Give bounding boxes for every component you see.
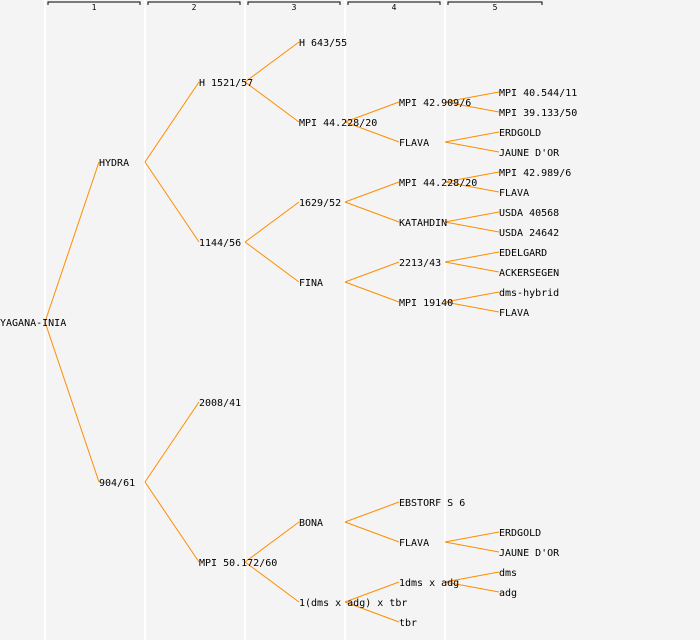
pedigree-node[interactable]: MPI 44.228/20 (299, 118, 377, 129)
pedigree-node[interactable]: USDA 40568 (499, 208, 559, 219)
connector-line (344, 501, 400, 523)
connector-line (144, 81, 200, 163)
connector-line (344, 261, 400, 283)
pedigree-node[interactable]: BONA (299, 518, 323, 529)
connector-line (344, 181, 400, 203)
connector-line (144, 401, 200, 483)
connector-line (444, 571, 500, 583)
pedigree-node[interactable]: dms-hybrid (499, 288, 559, 299)
pedigree-node[interactable]: 1629/52 (299, 198, 341, 209)
connector-lines (44, 41, 500, 623)
connector-line (44, 321, 100, 483)
pedigree-node[interactable]: FLAVA (399, 138, 429, 149)
connector-line (344, 281, 400, 303)
pedigree-node[interactable]: ERDGOLD (499, 128, 541, 139)
connector-line (344, 101, 400, 123)
connector-line (444, 581, 500, 593)
pedigree-node[interactable]: 1dms x adg (399, 578, 459, 589)
connector-line (144, 481, 200, 563)
pedigree-node[interactable]: ACKERSEGEN (499, 268, 559, 279)
pedigree-node[interactable]: H 1521/57 (199, 78, 253, 89)
connector-line (444, 221, 500, 233)
connector-line (444, 531, 500, 543)
connector-line (344, 601, 400, 623)
pedigree-node[interactable]: FLAVA (399, 538, 429, 549)
column-header: 2 (192, 3, 197, 12)
pedigree-node[interactable]: FLAVA (499, 308, 529, 319)
connector-line (344, 201, 400, 223)
pedigree-node[interactable]: USDA 24642 (499, 228, 559, 239)
pedigree-node[interactable]: JAUNE D'OR (499, 548, 560, 559)
pedigree-node[interactable]: MPI 44.228/20 (399, 178, 477, 189)
pedigree-node[interactable]: MPI 50.172/60 (199, 558, 277, 569)
connector-line (344, 521, 400, 543)
connector-line (244, 81, 300, 123)
connector-line (444, 181, 500, 193)
column-header: 4 (392, 3, 397, 12)
pedigree-node[interactable]: EDELGARD (499, 248, 547, 259)
connector-line (444, 211, 500, 223)
connector-line (444, 261, 500, 273)
pedigree-node[interactable]: MPI 19140 (399, 298, 453, 309)
connector-line (244, 241, 300, 283)
pedigree-node[interactable]: FLAVA (499, 188, 529, 199)
pedigree-node[interactable]: 2008/41 (199, 398, 241, 409)
pedigree-node[interactable]: 1144/56 (199, 238, 241, 249)
pedigree-node[interactable]: H 643/55 (299, 38, 347, 49)
connector-line (444, 251, 500, 263)
connector-line (444, 141, 500, 153)
connector-line (444, 91, 500, 103)
column-header: 3 (292, 3, 297, 12)
column-bracket (447, 1, 543, 5)
column-header: 1 (92, 3, 97, 12)
pedigree-node[interactable]: FINA (299, 278, 323, 289)
pedigree-node[interactable]: HYDRA (99, 158, 129, 169)
pedigree-node[interactable]: 1(dms x adg) x tbr (299, 598, 407, 609)
connector-line (244, 561, 300, 603)
pedigree-node[interactable]: ERDGOLD (499, 528, 541, 539)
connector-line (444, 541, 500, 553)
connector-line (444, 171, 500, 183)
column-header: 5 (493, 3, 498, 12)
connector-line (444, 291, 500, 303)
connector-line (344, 581, 400, 603)
pedigree-node[interactable]: MPI 40.544/11 (499, 88, 577, 99)
pedigree-node[interactable]: MPI 42.909/6 (399, 98, 471, 109)
pedigree-node[interactable]: 2213/43 (399, 258, 441, 269)
connector-line (344, 121, 400, 143)
pedigree-node[interactable]: tbr (399, 618, 417, 629)
connector-line (444, 101, 500, 113)
connector-line (144, 161, 200, 243)
pedigree-node[interactable]: MPI 42.989/6 (499, 168, 571, 179)
pedigree-node[interactable]: dms (499, 568, 517, 579)
pedigree-node[interactable]: KATAHDIN (399, 218, 447, 229)
pedigree-node[interactable]: YAGANA-INIA (0, 318, 66, 329)
pedigree-node[interactable]: MPI 39.133/50 (499, 108, 577, 119)
connector-line (244, 521, 300, 563)
connector-line (244, 201, 300, 243)
pedigree-node[interactable]: 904/61 (99, 478, 135, 489)
connector-line (444, 301, 500, 313)
connector-line (44, 161, 100, 323)
pedigree-node[interactable]: adg (499, 588, 517, 599)
column-bracket (247, 1, 341, 5)
column-bracket (147, 1, 241, 5)
connector-line (244, 41, 300, 83)
pedigree-node[interactable]: JAUNE D'OR (499, 148, 560, 159)
column-bracket (47, 1, 141, 5)
column-bracket (347, 1, 441, 5)
connector-line (444, 131, 500, 143)
pedigree-node[interactable]: EBSTORF S 6 (399, 498, 465, 509)
